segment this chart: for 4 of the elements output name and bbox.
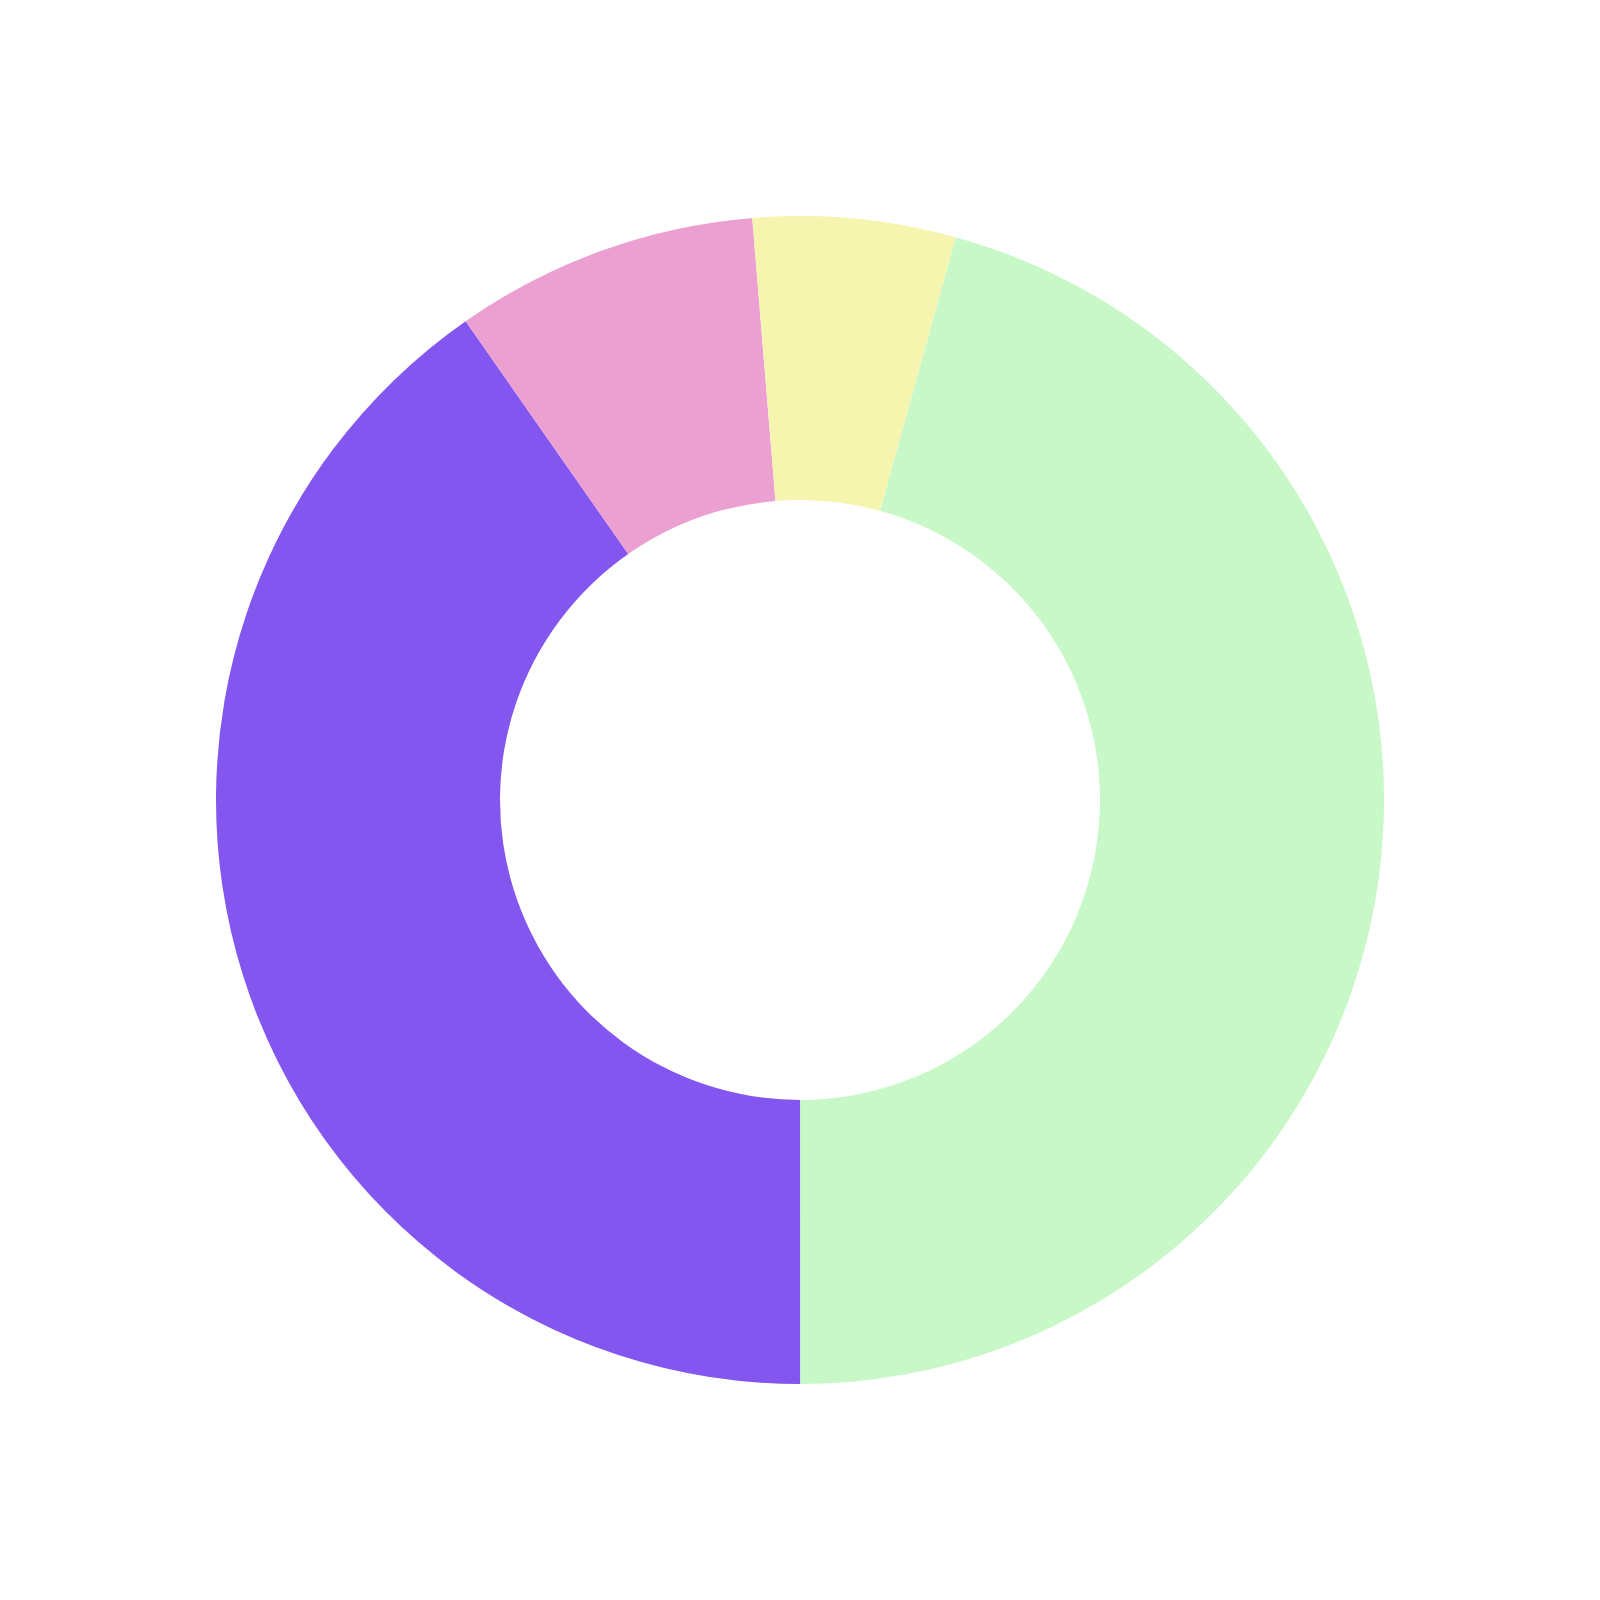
donut-slice: [465, 217, 776, 555]
donut-slice: [800, 237, 1384, 1384]
donut-slice: [216, 321, 801, 1384]
donut-slice: [752, 216, 956, 511]
